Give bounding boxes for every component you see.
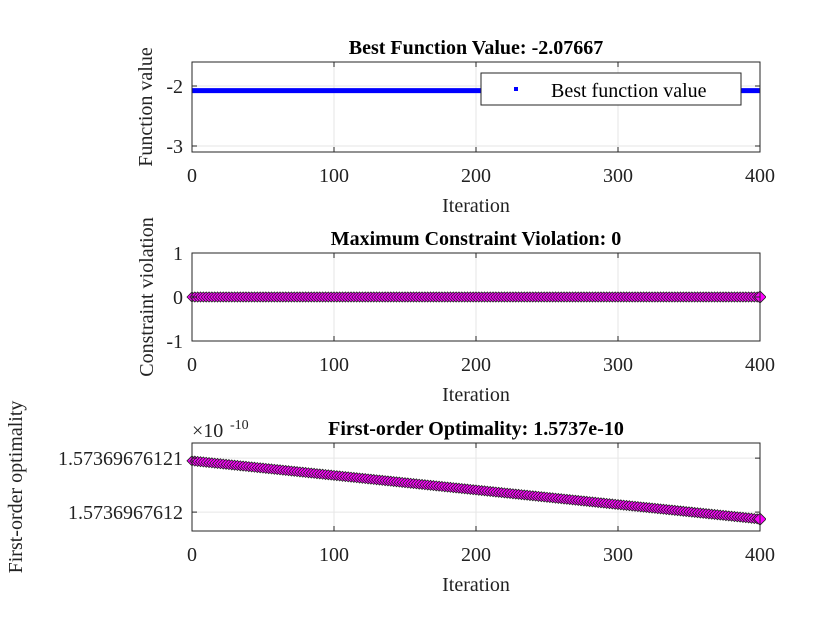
y-axis-label: Constraint violation [136, 217, 158, 376]
legend-marker [514, 87, 518, 91]
x-tick-label: 0 [187, 544, 197, 566]
y-tick-label: -2 [166, 76, 183, 98]
series-group [186, 455, 766, 526]
x-axis-label: Iteration [442, 574, 510, 596]
y-tick-label: 1 [173, 243, 183, 265]
y-exponent-label: ×10 [192, 420, 223, 442]
x-tick-label: 0 [187, 354, 197, 376]
chart-title: Best Function Value: -2.07667 [349, 37, 603, 59]
legend-box [480, 72, 742, 106]
y-axis-label: Function value [135, 47, 157, 167]
chart-title: Maximum Constraint Violation: 0 [331, 228, 622, 250]
y-tick-label: 0 [173, 287, 183, 309]
y-exponent-power: -10 [230, 418, 249, 433]
legend-entry: Best function value [551, 80, 707, 102]
x-tick-label: 400 [745, 165, 775, 187]
chart-3: 0 100 200 300 400 1.57369676121 1.5736967612 Fi… [5, 401, 775, 596]
x-tick-label: 200 [461, 544, 491, 566]
x-tick-label: 300 [603, 354, 633, 376]
x-tick-label: 100 [319, 165, 349, 187]
x-tick-label: 200 [461, 354, 491, 376]
x-axis-label: Iteration [442, 195, 510, 217]
series-group [186, 290, 766, 304]
y-axis-label: First-order optimality [5, 401, 27, 574]
x-tick-label: 300 [603, 544, 633, 566]
y-tick-label: 1.57369676121 [58, 448, 183, 470]
x-tick-label: 300 [603, 165, 633, 187]
chart-1: 0 100 200 300 400 -2 -3 Best Function Value: -2… [135, 37, 775, 217]
x-tick-label: 100 [319, 354, 349, 376]
x-axis-label: Iteration [442, 384, 510, 406]
legend: Best function value [480, 72, 742, 106]
y-tick-label: -1 [166, 331, 183, 353]
chart-title: First-order Optimality: 1.5737e-10 [328, 418, 624, 440]
x-tick-label: 200 [461, 165, 491, 187]
x-tick-label: 400 [745, 354, 775, 376]
x-tick-label: 100 [319, 544, 349, 566]
x-tick-label: 400 [745, 544, 775, 566]
x-tick-label: 0 [187, 165, 197, 187]
y-tick-label: -3 [166, 136, 183, 158]
y-tick-label: 1.5736967612 [68, 502, 183, 524]
